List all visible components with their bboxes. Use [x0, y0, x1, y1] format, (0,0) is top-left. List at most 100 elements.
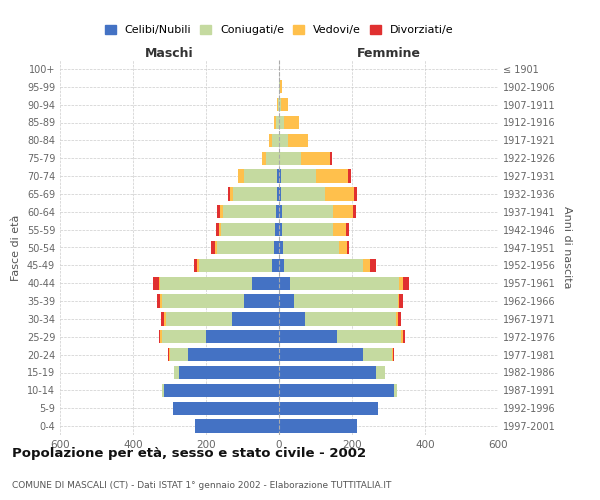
Bar [215, 241, 279, 254]
Bar [279, 330, 403, 344]
Bar [277, 98, 279, 112]
Bar [279, 312, 398, 326]
Bar [279, 258, 284, 272]
Bar [173, 402, 279, 415]
Bar [279, 348, 393, 362]
Bar [262, 152, 279, 165]
Bar [279, 223, 346, 236]
Bar [279, 241, 347, 254]
Bar [162, 384, 279, 397]
Bar [272, 134, 279, 147]
Bar [279, 223, 282, 236]
Bar [195, 420, 279, 433]
Bar [279, 187, 357, 200]
Bar [279, 276, 409, 290]
Bar [279, 420, 358, 433]
Bar [230, 187, 279, 200]
Bar [269, 134, 279, 147]
Bar [274, 116, 279, 129]
Bar [279, 80, 281, 94]
Bar [272, 258, 279, 272]
Bar [279, 348, 392, 362]
Bar [279, 223, 333, 236]
Bar [279, 276, 290, 290]
Bar [173, 402, 279, 415]
Bar [276, 116, 279, 129]
Bar [279, 258, 370, 272]
Bar [279, 402, 377, 415]
Bar [223, 205, 279, 218]
Bar [153, 276, 279, 290]
Bar [279, 116, 284, 129]
Bar [279, 98, 281, 112]
Bar [279, 366, 385, 379]
Bar [279, 187, 354, 200]
Text: Popolazione per età, sesso e stato civile - 2002: Popolazione per età, sesso e stato civil… [12, 447, 366, 460]
Y-axis label: Fasce di età: Fasce di età [11, 214, 21, 280]
Bar [279, 98, 288, 112]
Bar [279, 205, 353, 218]
Bar [279, 276, 400, 290]
Bar [160, 330, 279, 344]
Bar [160, 276, 279, 290]
Bar [232, 312, 279, 326]
Bar [277, 98, 279, 112]
Bar [244, 294, 279, 308]
Bar [278, 98, 279, 112]
Bar [166, 312, 279, 326]
Bar [279, 420, 358, 433]
Bar [279, 205, 333, 218]
Bar [279, 205, 282, 218]
Bar [279, 276, 403, 290]
Bar [279, 134, 308, 147]
Bar [279, 134, 308, 147]
Bar [164, 312, 279, 326]
Bar [279, 80, 281, 94]
Bar [277, 170, 279, 183]
Bar [279, 294, 398, 308]
Bar [170, 348, 279, 362]
Bar [179, 366, 279, 379]
Bar [266, 152, 279, 165]
Bar [160, 294, 279, 308]
Text: Femmine: Femmine [356, 47, 421, 60]
Bar [279, 170, 351, 183]
Bar [279, 152, 301, 165]
Bar [279, 170, 281, 183]
Bar [238, 170, 279, 183]
Bar [162, 330, 279, 344]
Bar [244, 170, 279, 183]
Bar [279, 116, 299, 129]
Bar [262, 152, 279, 165]
Bar [157, 294, 279, 308]
Bar [279, 330, 401, 344]
Bar [279, 366, 376, 379]
Bar [279, 420, 358, 433]
Bar [228, 187, 279, 200]
Bar [238, 170, 279, 183]
Bar [279, 294, 293, 308]
Bar [279, 98, 288, 112]
Bar [279, 312, 396, 326]
Bar [195, 420, 279, 433]
Bar [269, 134, 279, 147]
Bar [279, 402, 377, 415]
Bar [161, 312, 279, 326]
Bar [274, 241, 279, 254]
Bar [217, 241, 279, 254]
Y-axis label: Anni di nascita: Anni di nascita [562, 206, 572, 289]
Bar [216, 223, 279, 236]
Bar [279, 241, 349, 254]
Bar [279, 258, 363, 272]
Bar [279, 187, 325, 200]
Bar [199, 258, 279, 272]
Bar [276, 205, 279, 218]
Bar [174, 366, 279, 379]
Bar [279, 384, 397, 397]
Bar [279, 420, 358, 433]
Bar [279, 223, 349, 236]
Bar [277, 187, 279, 200]
Bar [279, 152, 332, 165]
Bar [279, 330, 337, 344]
Bar [195, 420, 279, 433]
